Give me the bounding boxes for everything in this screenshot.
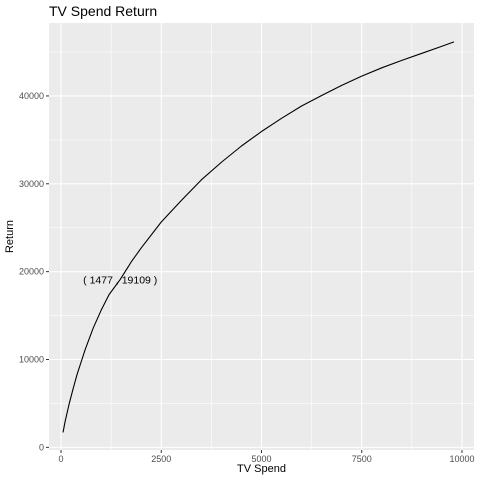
major-gridlines [49,23,474,450]
x-tick-label: 10000 [449,454,474,464]
y-tick-label: 10000 [19,355,44,365]
y-axis: 0 10000 20000 30000 40000 [19,91,49,452]
series-layer [62,41,455,433]
x-tick-label: 2500 [151,454,171,464]
x-axis: 0 2500 5000 7500 10000 [59,450,474,464]
x-tick-label: 5000 [251,454,271,464]
x-tick-label: 7500 [352,454,372,464]
y-tick-label: 30000 [19,179,44,189]
y-tick-label: 40000 [19,91,44,101]
x-axis-title: TV Spend [237,463,286,475]
y-tick-label: 20000 [19,267,44,277]
series-line [62,41,455,433]
chart-title: TV Spend Return [49,3,157,19]
y-axis-title: Return [4,220,16,253]
point-annotation: ( 1477 , 19109 ) [83,274,157,286]
x-tick-label: 0 [59,454,64,464]
y-tick-label: 0 [39,442,44,452]
annotation-layer: ( 1477 , 19109 ) [83,274,157,286]
